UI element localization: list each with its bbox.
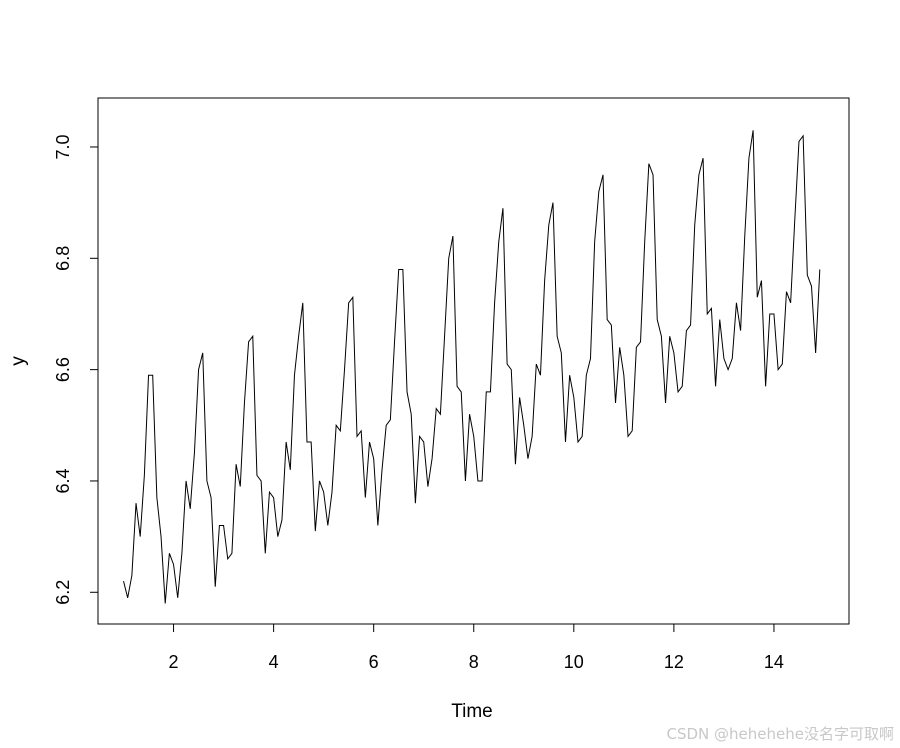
x-axis: 2 4 6 8 10 12 14 [169, 623, 784, 672]
series-line [123, 130, 821, 604]
x-tick-label: 12 [664, 652, 684, 672]
y-tick-label: 6.2 [53, 580, 73, 605]
x-tick-label: 10 [564, 652, 584, 672]
x-tick-label: 2 [169, 652, 179, 672]
y-tick-label: 7.0 [53, 134, 73, 159]
x-tick-label: 6 [369, 652, 379, 672]
x-tick-label: 14 [764, 652, 784, 672]
y-tick-label: 6.6 [53, 357, 73, 382]
x-tick-label: 4 [269, 652, 279, 672]
y-tick-label: 6.4 [53, 468, 73, 493]
watermark: CSDN @hehehehe没名字可取啊 [666, 725, 894, 743]
x-tick-label: 8 [469, 652, 479, 672]
x-axis-title: Time [451, 701, 493, 722]
y-axis-title: y [8, 356, 29, 366]
y-axis: 6.2 6.4 6.6 6.8 7.0 [53, 134, 99, 605]
y-tick-label: 6.8 [53, 246, 73, 271]
plot-frame [97, 97, 850, 625]
